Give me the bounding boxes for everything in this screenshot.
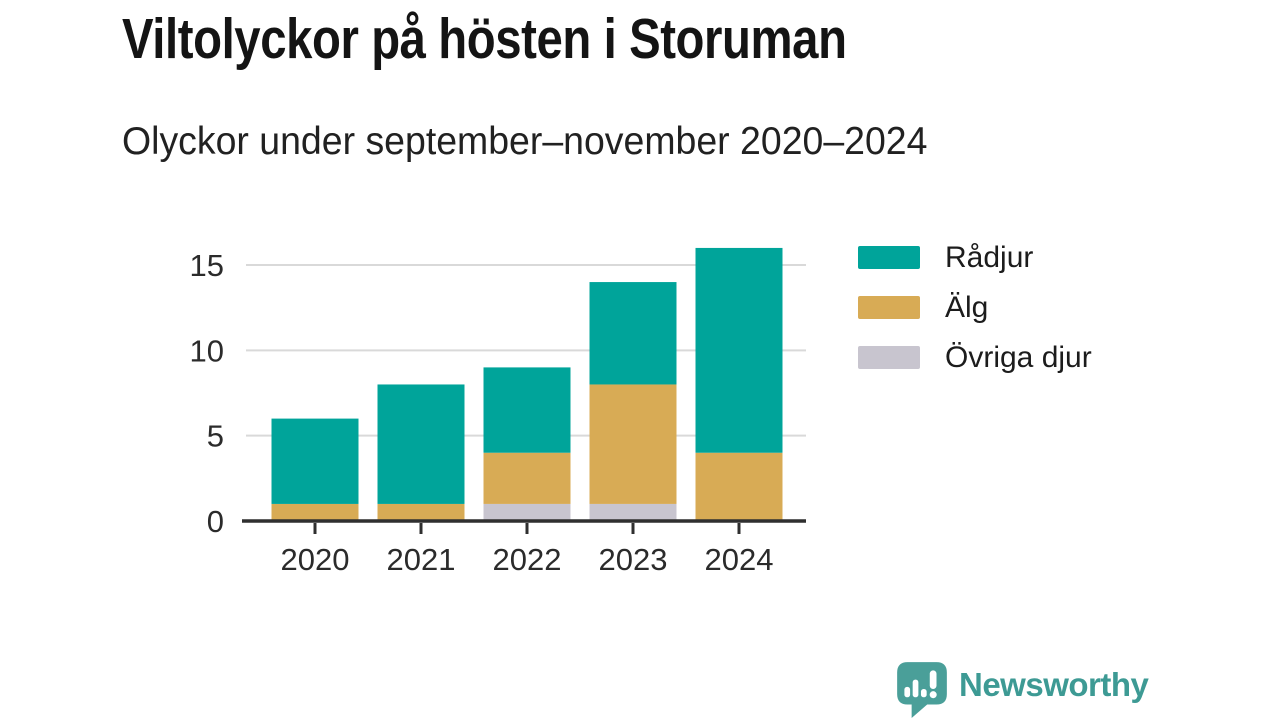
mini-bar-3 xyxy=(920,689,927,698)
x-tick-label: 2024 xyxy=(705,542,774,577)
chart-svg: 2020 2021 2022 2023 2024 0 5 10 15 xyxy=(190,247,806,577)
page-title: Viltolyckor på hösten i Storuman xyxy=(122,7,847,71)
legend-label: Rådjur xyxy=(945,240,1034,274)
legend-item: Rådjur xyxy=(858,241,1092,274)
bar-segment-2021 xyxy=(377,503,465,521)
bar-segment-2024 xyxy=(695,247,783,453)
y-tick-label: 15 xyxy=(190,248,224,283)
exclamation-stem xyxy=(929,670,937,689)
x-tick-label: 2022 xyxy=(493,542,562,577)
stacked-bar-chart: 2020 2021 2022 2023 2024 0 5 10 15 xyxy=(180,235,840,585)
mini-bar-1 xyxy=(904,686,911,698)
bar-segment-2023 xyxy=(589,282,677,385)
bar-segment-2022 xyxy=(483,367,571,453)
legend-swatch-radjur xyxy=(858,246,920,269)
bar-segment-2022 xyxy=(483,503,571,521)
x-tick-label: 2023 xyxy=(599,542,668,577)
newsworthy-branding: Newsworthy xyxy=(895,660,1149,718)
y-tick-label: 5 xyxy=(207,419,224,454)
brand-wordmark: Newsworthy xyxy=(959,666,1149,703)
bar-segment-2023 xyxy=(589,384,677,504)
exclamation-dot xyxy=(929,691,937,699)
bar-segment-2021 xyxy=(377,384,465,504)
chart-legend: Rådjur Älg Övriga djur xyxy=(858,241,1092,396)
bar-segment-2020 xyxy=(271,418,359,504)
y-tick-label: 0 xyxy=(207,504,224,539)
bar-segment-2023 xyxy=(589,503,677,521)
x-tick-label: 2021 xyxy=(387,542,456,577)
legend-swatch-ovriga-djur xyxy=(858,346,920,369)
y-tick-label: 10 xyxy=(190,333,224,368)
x-tick-label: 2020 xyxy=(281,542,350,577)
bar-segment-2020 xyxy=(271,503,359,521)
bar-segment-2024 xyxy=(695,452,783,521)
mini-bar-2 xyxy=(912,679,919,698)
bar-segment-2022 xyxy=(483,452,571,504)
page-subtitle: Olyckor under september–november 2020–20… xyxy=(122,120,928,163)
legend-label: Älg xyxy=(945,290,989,324)
speech-bubble-bar-chart-icon xyxy=(897,662,947,718)
legend-label: Övriga djur xyxy=(945,340,1092,374)
legend-item: Övriga djur xyxy=(858,341,1092,374)
legend-item: Älg xyxy=(858,291,1092,324)
legend-swatch-alg xyxy=(858,296,920,319)
